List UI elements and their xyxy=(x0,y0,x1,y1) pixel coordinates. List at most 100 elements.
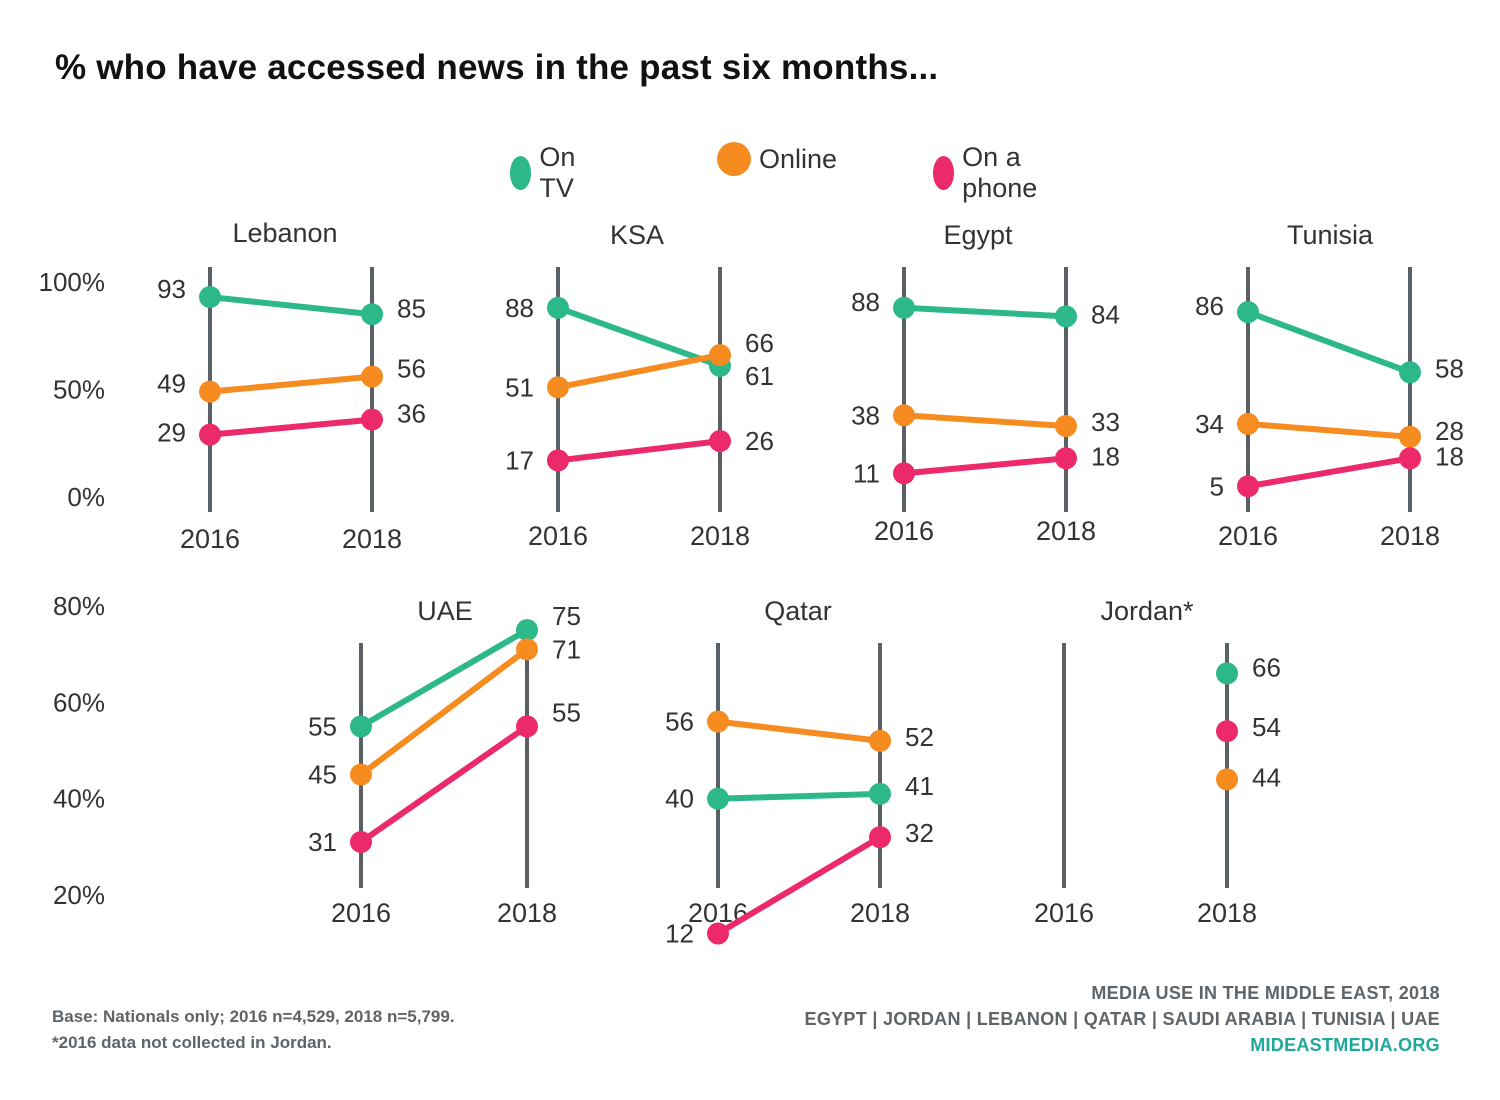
data-label-phone-qatar-2018: 32 xyxy=(905,818,934,848)
legend-label-tv: On TV xyxy=(539,142,576,203)
series-line-tv-qatar xyxy=(715,790,883,802)
y-tick-label-uae: 20% xyxy=(53,880,105,910)
y-tick-label-uae: 60% xyxy=(53,687,105,717)
year-label-lebanon-2018: 2018 xyxy=(342,524,402,554)
source-countries: EGYPT | JORDAN | LEBANON | QATAR | SAUDI… xyxy=(804,1009,1440,1029)
data-point-phone-egypt-2018 xyxy=(1055,447,1077,470)
data-label-phone-tunisia-2016: 5 xyxy=(1210,471,1224,501)
year-label-egypt-2016: 2016 xyxy=(874,516,934,546)
data-point-online-qatar-2018 xyxy=(869,729,891,752)
data-point-phone-ksa-2018 xyxy=(709,430,731,453)
data-point-online-tunisia-2018 xyxy=(1399,425,1421,448)
data-point-tv-qatar-2016 xyxy=(707,787,729,810)
legend-marker-tv xyxy=(510,156,532,190)
data-label-tv-egypt-2016: 88 xyxy=(851,287,880,317)
data-label-online-lebanon-2018: 56 xyxy=(397,354,426,384)
data-label-phone-tunisia-2018: 18 xyxy=(1435,441,1464,471)
data-point-phone-qatar-2016 xyxy=(707,922,729,945)
data-label-online-tunisia-2018: 28 xyxy=(1435,416,1464,446)
source-link[interactable]: MIDEASTMEDIA.ORG xyxy=(1250,1035,1440,1055)
base-note: Base: Nationals only; 2016 n=4,529, 2018… xyxy=(52,1007,455,1026)
data-label-phone-jordan-2018: 54 xyxy=(1252,712,1281,742)
panel-title-egypt: Egypt xyxy=(943,220,1013,250)
data-point-tv-tunisia-2018 xyxy=(1399,361,1421,384)
data-point-tv-qatar-2018 xyxy=(869,782,891,805)
series-line-online-lebanon xyxy=(207,373,375,395)
data-label-tv-jordan-2018: 66 xyxy=(1252,652,1281,682)
data-point-online-ksa-2016 xyxy=(547,376,569,399)
y-tick-label-lebanon: 0% xyxy=(67,482,105,512)
data-point-phone-egypt-2016 xyxy=(893,462,915,485)
data-point-online-tunisia-2016 xyxy=(1237,412,1259,435)
data-label-tv-ksa-2016: 88 xyxy=(505,293,534,323)
data-label-phone-ksa-2016: 17 xyxy=(505,445,534,475)
data-label-online-egypt-2016: 38 xyxy=(851,400,880,430)
data-point-phone-ksa-2016 xyxy=(547,449,569,472)
data-label-tv-tunisia-2018: 58 xyxy=(1435,353,1464,383)
series-line-phone-egypt xyxy=(901,455,1069,477)
series-line-tv-lebanon xyxy=(207,294,375,318)
y-tick-label-lebanon: 50% xyxy=(53,375,105,405)
data-point-tv-jordan-2018 xyxy=(1216,662,1238,685)
year-label-tunisia-2016: 2016 xyxy=(1218,521,1278,551)
panel-title-ksa: KSA xyxy=(610,220,664,250)
data-point-online-jordan-2018 xyxy=(1216,768,1238,791)
data-point-phone-uae-2016 xyxy=(350,831,372,854)
data-point-phone-tunisia-2016 xyxy=(1237,475,1259,498)
series-line-phone-lebanon xyxy=(207,416,375,438)
series-line-phone-ksa xyxy=(555,438,723,464)
data-point-tv-ksa-2016 xyxy=(547,296,569,319)
panel-title-uae: UAE xyxy=(417,596,473,626)
data-label-online-tunisia-2016: 34 xyxy=(1195,409,1224,439)
series-line-online-qatar xyxy=(715,718,883,744)
series-line-online-ksa xyxy=(555,352,723,391)
footer-notes: Base: Nationals only; 2016 n=4,529, 2018… xyxy=(52,1004,455,1056)
data-label-online-lebanon-2016: 49 xyxy=(157,369,186,399)
data-label-online-qatar-2018: 52 xyxy=(905,722,934,752)
year-label-jordan-2016: 2016 xyxy=(1034,898,1094,928)
data-label-tv-tunisia-2016: 86 xyxy=(1195,291,1224,321)
legend-marker-phone xyxy=(933,156,955,190)
series-line-tv-uae xyxy=(358,627,530,730)
slope-charts: Lebanon 2016 2018 100% 50% 0% 93 85 49 56 29 36 KSA 2… xyxy=(39,218,1464,949)
data-label-phone-uae-2018: 55 xyxy=(552,697,581,727)
series-line-online-tunisia xyxy=(1245,420,1413,440)
data-point-tv-tunisia-2016 xyxy=(1237,301,1259,324)
data-point-online-ksa-2018 xyxy=(709,344,731,367)
data-label-tv-lebanon-2016: 93 xyxy=(157,274,186,304)
series-line-phone-uae xyxy=(358,723,530,846)
data-label-online-uae-2018: 71 xyxy=(552,634,581,664)
data-label-tv-qatar-2018: 41 xyxy=(905,771,934,801)
y-tick-label-uae: 40% xyxy=(53,784,105,814)
year-label-tunisia-2018: 2018 xyxy=(1380,521,1440,551)
data-label-phone-uae-2016: 31 xyxy=(308,827,337,857)
series-line-online-egypt xyxy=(901,412,1069,430)
year-label-uae-2016: 2016 xyxy=(331,898,391,928)
data-point-phone-tunisia-2018 xyxy=(1399,447,1421,470)
data-point-phone-uae-2018 xyxy=(516,715,538,738)
data-point-tv-lebanon-2016 xyxy=(199,286,221,309)
data-point-phone-lebanon-2018 xyxy=(361,408,383,431)
data-point-online-lebanon-2016 xyxy=(199,380,221,403)
data-label-phone-lebanon-2018: 36 xyxy=(397,399,426,429)
y-tick-label-lebanon: 100% xyxy=(39,267,106,297)
data-label-tv-uae-2016: 55 xyxy=(308,711,337,741)
jordan-note: *2016 data not collected in Jordan. xyxy=(52,1033,332,1052)
year-label-lebanon-2016: 2016 xyxy=(180,524,240,554)
data-label-online-jordan-2018: 44 xyxy=(1252,762,1281,792)
series-line-tv-egypt xyxy=(901,304,1069,320)
data-label-online-ksa-2018: 66 xyxy=(745,328,774,358)
data-label-tv-egypt-2018: 84 xyxy=(1091,299,1120,329)
year-label-qatar-2018: 2018 xyxy=(850,898,910,928)
data-label-phone-ksa-2018: 26 xyxy=(745,426,774,456)
series-line-tv-tunisia xyxy=(1245,309,1413,376)
panel-title-tunisia: Tunisia xyxy=(1287,220,1374,250)
source-credit: MEDIA USE IN THE MIDDLE EAST, 2018 EGYPT… xyxy=(805,980,1440,1058)
data-label-online-qatar-2016: 56 xyxy=(665,707,694,737)
data-point-online-uae-2016 xyxy=(350,763,372,786)
year-label-ksa-2018: 2018 xyxy=(690,521,750,551)
data-label-tv-lebanon-2018: 85 xyxy=(397,293,426,323)
chart-title: % who have accessed news in the past six… xyxy=(55,48,939,87)
data-point-online-lebanon-2018 xyxy=(361,365,383,388)
data-point-tv-egypt-2016 xyxy=(893,296,915,319)
